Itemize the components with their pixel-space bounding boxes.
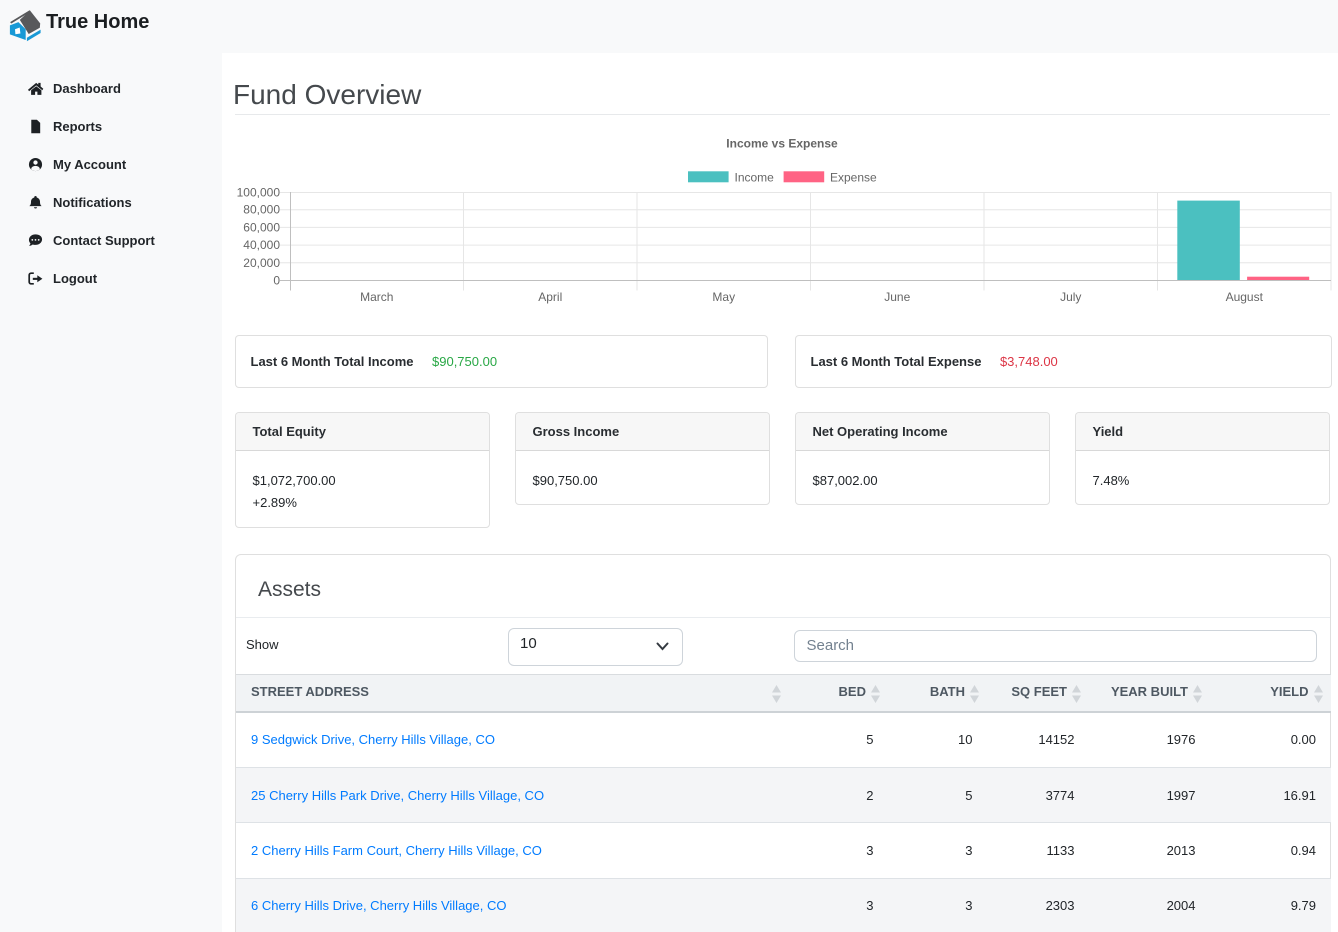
svg-text:40,000: 40,000 (243, 238, 280, 252)
svg-text:Expense: Expense (830, 170, 877, 184)
svg-text:60,000: 60,000 (243, 220, 280, 234)
svg-text:80,000: 80,000 (243, 203, 280, 217)
svg-text:July: July (1060, 290, 1081, 304)
svg-text:Income vs Expense: Income vs Expense (726, 137, 838, 151)
svg-text:March: March (360, 290, 393, 304)
svg-text:August: August (1226, 290, 1264, 304)
svg-text:100,000: 100,000 (237, 186, 281, 200)
svg-text:Income: Income (735, 170, 775, 184)
svg-text:June: June (884, 290, 910, 304)
svg-text:April: April (538, 290, 562, 304)
svg-text:0: 0 (273, 274, 280, 288)
svg-text:20,000: 20,000 (243, 256, 280, 270)
svg-text:May: May (712, 290, 735, 304)
